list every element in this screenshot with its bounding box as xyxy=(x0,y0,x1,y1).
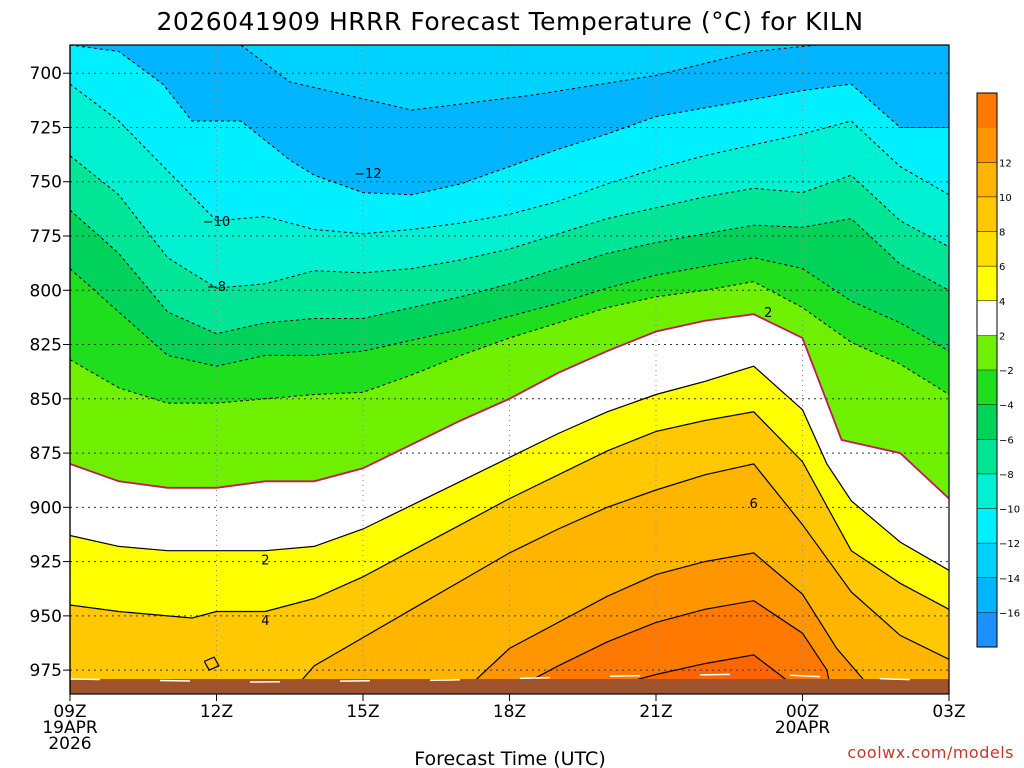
colorbar-label--4: −4 xyxy=(999,401,1014,412)
colorbar-swatch-8 xyxy=(977,335,997,371)
contour-labels-layer: −12 −10 −8 2 2 4 6 xyxy=(203,167,773,629)
contour-line-2 xyxy=(70,365,949,571)
x-tick-label-20APR: 20APR xyxy=(775,718,831,738)
contour-label-6: 6 xyxy=(750,497,758,512)
contour-line-4-pocket xyxy=(203,656,220,671)
contour-label-3: 2 xyxy=(764,306,772,321)
colorbar-label--2: −2 xyxy=(999,366,1014,377)
colorbar-swatch-12 xyxy=(977,196,997,232)
contour-label-0: −12 xyxy=(354,167,381,182)
contour-label-2: −8 xyxy=(207,280,226,295)
y-tick-label-750: 750 xyxy=(30,173,62,193)
colorbar-swatch-1 xyxy=(977,577,997,613)
colorbar-swatch-4 xyxy=(977,473,997,509)
colorbar-label--8: −8 xyxy=(999,470,1014,481)
colorbar-swatch-14 xyxy=(977,127,997,163)
colorbar-label--10: −10 xyxy=(999,505,1020,516)
colorbar-label-12: 12 xyxy=(999,158,1012,169)
y-tick-label-775: 775 xyxy=(30,227,62,247)
credit-text: coolwx.com/models xyxy=(847,743,1014,762)
chart-title: 2026041909 HRRR Forecast Temperature (°C… xyxy=(156,7,863,36)
colorbar-swatch-0 xyxy=(977,612,997,648)
y-tick-label-875: 875 xyxy=(30,444,62,464)
y-axis: 700 725 750 775 800 825 850 875 900 925 950 975 xyxy=(30,45,71,694)
y-tick-label-725: 725 xyxy=(30,118,62,138)
x-tick-label-03Z: 03Z xyxy=(932,702,965,722)
y-tick-label-925: 925 xyxy=(30,553,62,573)
colorbar-label-4: 4 xyxy=(999,297,1005,308)
x-tick-label-12Z: 12Z xyxy=(200,702,233,722)
x-tick-label-21Z: 21Z xyxy=(639,702,672,722)
colorbar-swatch-7 xyxy=(977,370,997,406)
y-tick-label-975: 975 xyxy=(30,661,62,681)
colorbar-swatch-2 xyxy=(977,543,997,579)
x-tick-label-09Z: 09Z xyxy=(53,702,86,722)
contour-line-10 xyxy=(485,600,876,694)
colorbar-swatch-3 xyxy=(977,508,997,544)
ground-surface xyxy=(70,679,949,694)
colorbar-swatch-9 xyxy=(977,300,997,336)
y-tick-label-700: 700 xyxy=(30,64,62,84)
colorbar-label--6: −6 xyxy=(999,435,1014,446)
contour-label-5: 4 xyxy=(261,614,269,629)
grid-layer xyxy=(70,45,949,694)
colorbar-swatch-11 xyxy=(977,231,997,267)
ground-surface-layer xyxy=(69,673,950,694)
y-tick-label-850: 850 xyxy=(30,390,62,410)
x-tick-label-00Z: 00Z xyxy=(786,702,819,722)
x-tick-label-2026: 2026 xyxy=(48,734,91,754)
band-fill-above-10 xyxy=(485,600,876,694)
contour-line--2 xyxy=(70,281,949,404)
colorbar-swatch-13 xyxy=(977,162,997,198)
x-tick-label-15Z: 15Z xyxy=(346,702,379,722)
contour-line--8 xyxy=(70,155,949,289)
y-tick-label-800: 800 xyxy=(30,281,62,301)
contour-label-4: 2 xyxy=(261,553,269,568)
colorbar-label-10: 10 xyxy=(999,193,1012,204)
colorbar-swatch-6 xyxy=(977,404,997,440)
colorbar-swatch-5 xyxy=(977,439,997,475)
y-tick-label-825: 825 xyxy=(30,336,62,356)
contour-label-1: −10 xyxy=(203,215,230,230)
contour-line-0 xyxy=(70,313,949,500)
contour-line-6 xyxy=(289,463,949,694)
contour-line--4 xyxy=(70,257,949,367)
contour-line--10 xyxy=(70,83,949,235)
x-tick-label-19APR: 19APR xyxy=(42,718,98,738)
contour-line-8 xyxy=(460,552,949,694)
y-tick-label-950: 950 xyxy=(30,607,62,627)
y-tick-label-900: 900 xyxy=(30,498,62,518)
contour-line-4 xyxy=(70,411,949,619)
contour-line--6 xyxy=(70,209,949,335)
colorbar-label--12: −12 xyxy=(999,539,1020,550)
colorbar-label--16: −16 xyxy=(999,608,1020,619)
band-fill-above--14 xyxy=(240,45,818,111)
colorbar-label-6: 6 xyxy=(999,262,1005,273)
colorbar-label-2: 2 xyxy=(999,331,1005,342)
colorbar: −16 −14 −12 −10 −8 −6 −4 −2 2 4 6 8 10 12 xyxy=(976,92,1020,648)
colorbar-label-8: 8 xyxy=(999,228,1005,239)
colorbar-label--14: −14 xyxy=(999,574,1020,585)
contour-line--14 xyxy=(240,45,818,111)
x-tick-label-18Z: 18Z xyxy=(493,702,526,722)
colorbar-swatch-15 xyxy=(977,93,997,129)
ground-surface-edge xyxy=(69,673,950,683)
colorbar-swatch-10 xyxy=(977,266,997,302)
x-axis-label: Forecast Time (UTC) xyxy=(414,748,605,768)
